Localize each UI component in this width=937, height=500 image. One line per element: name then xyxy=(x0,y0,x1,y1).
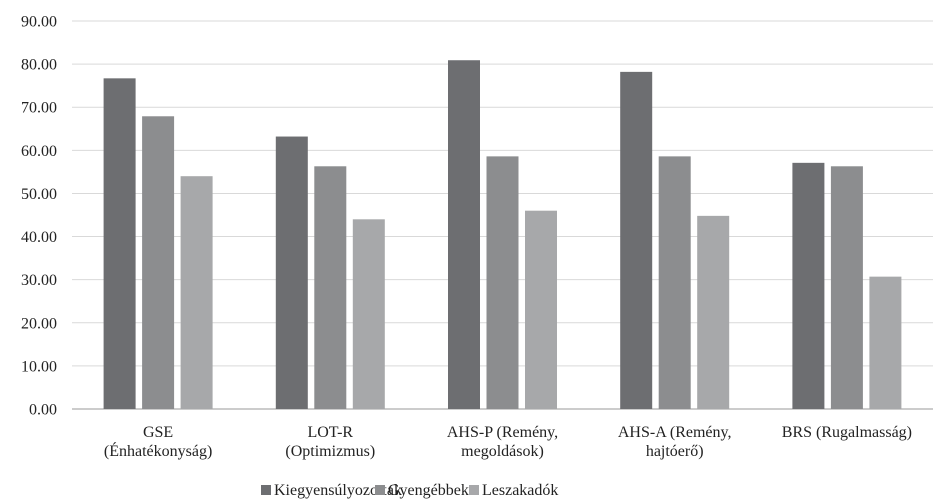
bar xyxy=(830,166,863,409)
x-tick-label: (Énhatékonyság) xyxy=(104,441,212,460)
bar xyxy=(142,116,175,409)
x-tick-label: AHS-P (Remény, xyxy=(447,424,558,441)
bar xyxy=(658,156,691,409)
bar xyxy=(103,78,136,410)
bar xyxy=(620,71,653,410)
y-axis: 0.00 10.00 20.00 30.00 40.00 50.00 60.00 70.00 8… xyxy=(21,14,57,419)
legend-label: Gyengébbek xyxy=(388,482,469,499)
y-tick-label: 20.00 xyxy=(21,315,57,332)
y-tick-label: 70.00 xyxy=(21,100,57,117)
x-tick-label: (Optimizmus) xyxy=(285,443,375,460)
bar xyxy=(792,162,825,409)
y-tick-label: 30.00 xyxy=(21,272,57,289)
bar xyxy=(314,166,347,409)
bar xyxy=(275,136,308,409)
y-tick-label: 0.00 xyxy=(29,402,57,419)
legend-label: Kiegyensúlyozottak xyxy=(274,482,402,499)
bar xyxy=(352,219,385,409)
y-tick-label: 60.00 xyxy=(21,143,57,160)
bars xyxy=(103,60,902,410)
y-tick-label: 90.00 xyxy=(21,14,57,31)
x-tick-label: GSE xyxy=(143,424,173,441)
y-tick-label: 80.00 xyxy=(21,57,57,74)
legend-label: Leszakadók xyxy=(482,482,558,499)
bar xyxy=(180,176,213,409)
bar xyxy=(697,215,730,409)
x-tick-label: BRS (Rugalmasság) xyxy=(782,424,912,441)
legend-swatch xyxy=(469,485,479,495)
x-tick-label: LOT-R xyxy=(307,424,353,441)
x-axis: GSE(Énhatékonyság) LOT-R (Optimizmus) AHS-P… xyxy=(104,424,912,460)
x-tick-label: hajtóerő) xyxy=(646,443,704,460)
y-tick-label: 40.00 xyxy=(21,229,57,246)
bar xyxy=(525,210,557,409)
y-tick-label: 10.00 xyxy=(21,358,57,375)
y-tick-label: 50.00 xyxy=(21,186,57,203)
x-tick-label: megoldások) xyxy=(461,443,544,460)
legend-swatch xyxy=(261,485,271,495)
legend-swatch xyxy=(375,485,385,495)
bar xyxy=(486,156,519,409)
bar xyxy=(448,60,480,409)
x-tick-label: AHS-A (Remény, xyxy=(618,424,732,441)
bar xyxy=(869,276,902,409)
